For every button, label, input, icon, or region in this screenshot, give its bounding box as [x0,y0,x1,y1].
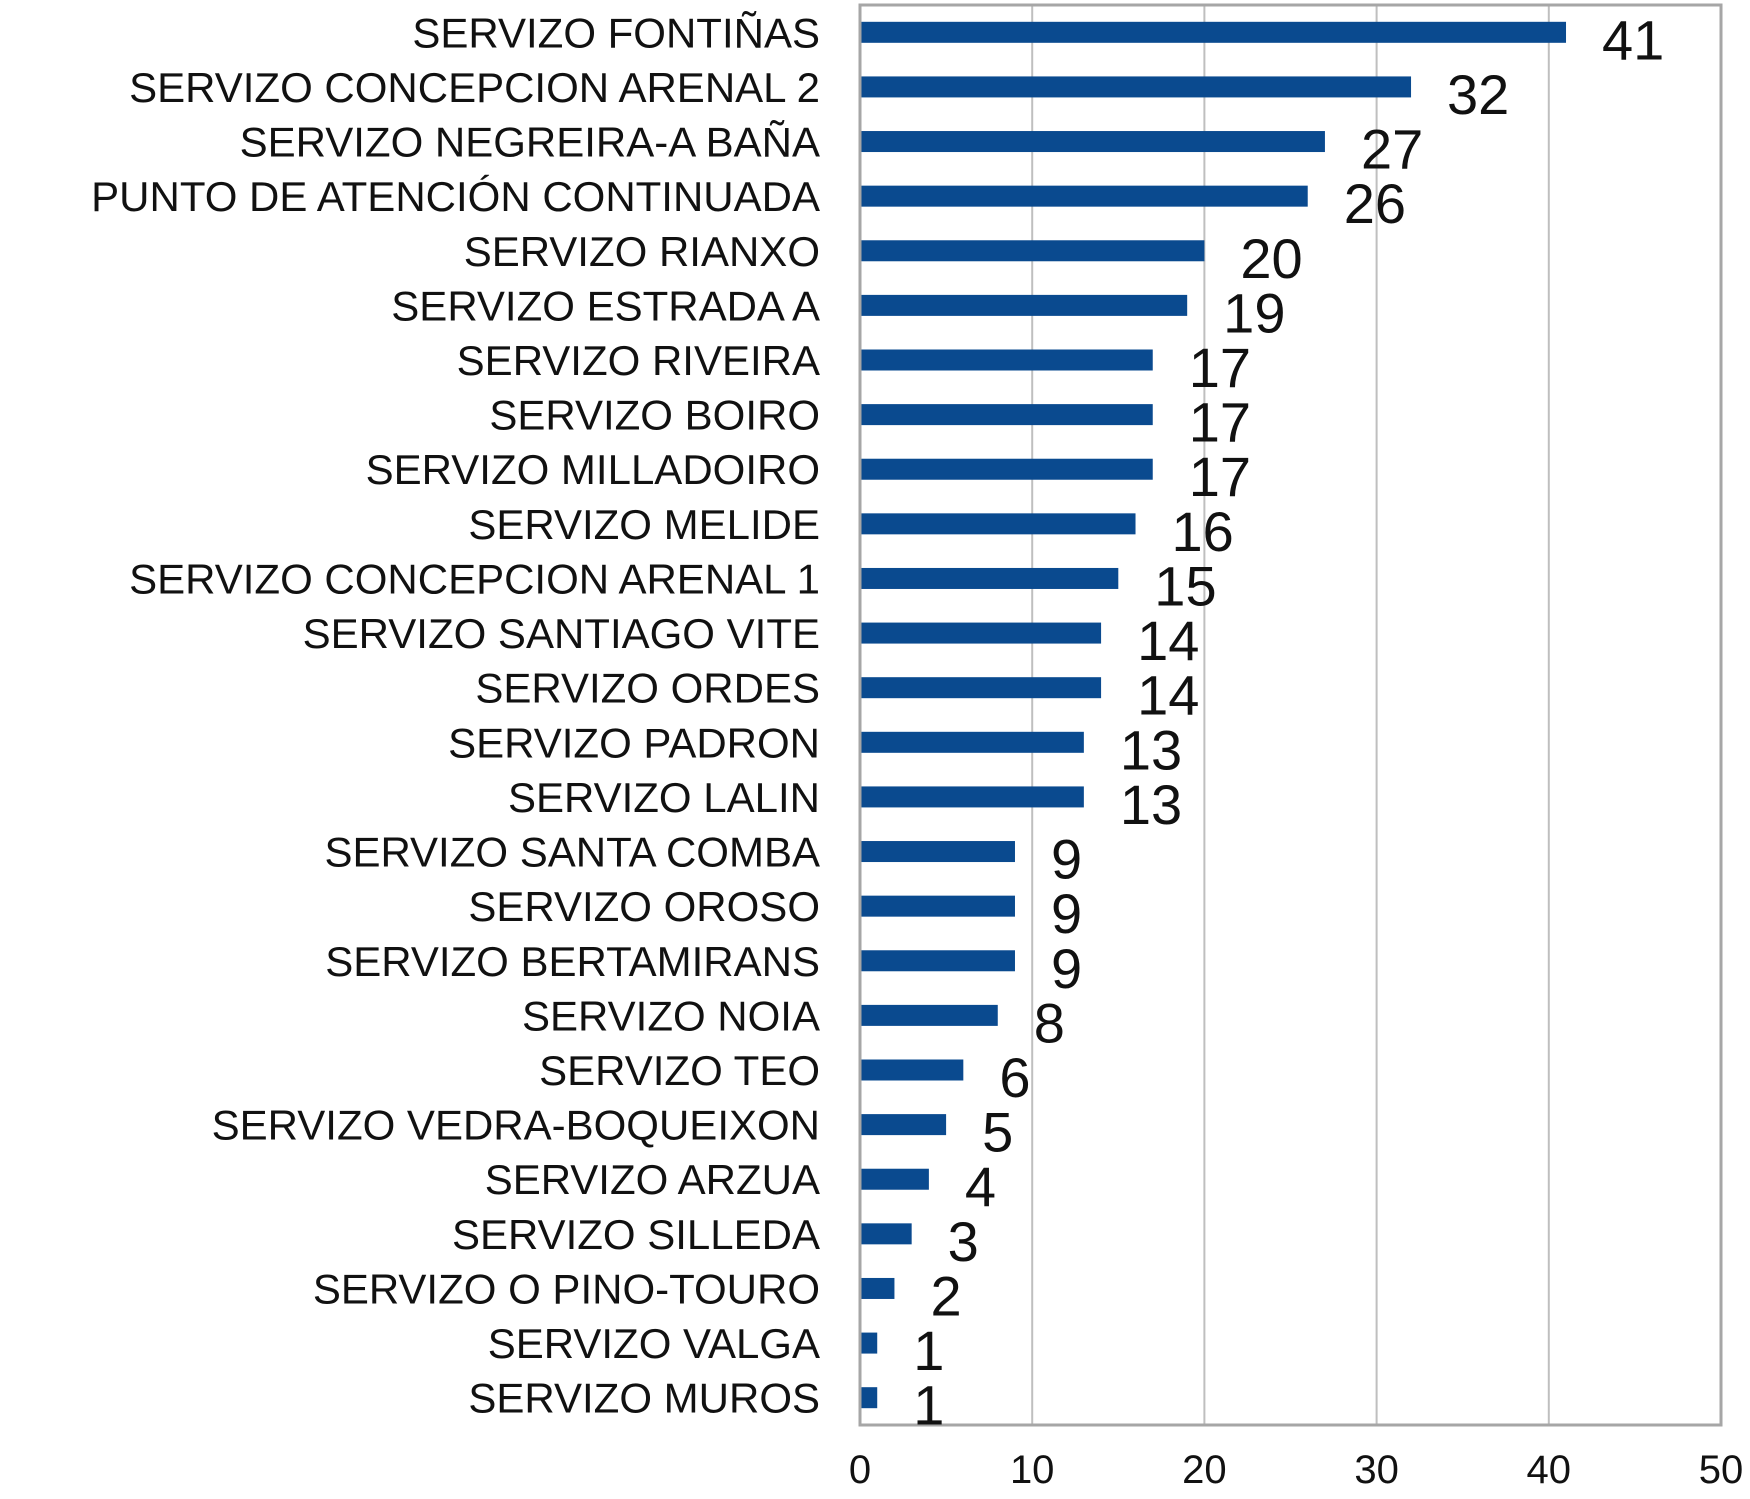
category-label-7: SERVIZO BOIRO [489,392,820,439]
category-label-24: SERVIZO VALGA [488,1320,820,1367]
category-label-15: SERVIZO SANTA COMBA [324,829,820,876]
bar-6 [860,349,1153,371]
bar-21 [860,1168,929,1190]
value-label-5: 19 [1223,281,1285,344]
value-label-19: 6 [999,1046,1030,1109]
grid-lines [1031,5,1550,1425]
category-label-11: SERVIZO SANTIAGO VITE [303,610,820,657]
bars [860,21,1567,1409]
value-label-8: 17 [1189,445,1251,508]
bar-17 [860,950,1015,972]
category-label-2: SERVIZO NEGREIRA-A BAÑA [240,119,820,166]
bar-24 [860,1332,878,1354]
category-label-18: SERVIZO NOIA [522,992,820,1039]
category-label-10: SERVIZO CONCEPCION ARENAL 1 [129,555,820,602]
category-label-6: SERVIZO RIVEIRA [457,337,820,384]
value-label-14: 13 [1120,773,1182,836]
value-label-17: 9 [1051,937,1082,1000]
value-label-1: 32 [1447,63,1509,126]
value-label-24: 1 [913,1319,944,1382]
x-tick-label-3: 30 [1354,1448,1399,1492]
value-label-7: 17 [1189,391,1251,454]
category-label-3: PUNTO DE ATENCIÓN CONTINUADA [91,173,820,220]
bar-11 [860,622,1102,644]
x-tick-label-2: 20 [1182,1448,1227,1492]
category-label-17: SERVIZO BERTAMIRANS [325,938,820,985]
bar-3 [860,185,1308,207]
bar-12 [860,677,1102,699]
x-tick-label-0: 0 [849,1448,871,1492]
category-label-4: SERVIZO RIANXO [464,228,820,275]
category-label-1: SERVIZO CONCEPCION ARENAL 2 [129,64,820,111]
value-label-9: 16 [1172,500,1234,563]
bar-1 [860,76,1412,98]
bar-8 [860,458,1153,480]
value-label-20: 5 [982,1101,1013,1164]
category-label-14: SERVIZO LALIN [508,774,820,821]
category-label-16: SERVIZO OROSO [468,883,820,930]
x-tick-label-1: 10 [1010,1448,1055,1492]
bar-23 [860,1277,895,1299]
category-label-19: SERVIZO TEO [539,1047,820,1094]
bar-7 [860,404,1153,426]
category-label-22: SERVIZO SILLEDA [452,1211,820,1258]
value-label-10: 15 [1154,554,1216,617]
value-label-4: 20 [1240,227,1302,290]
bar-22 [860,1223,912,1245]
category-label-21: SERVIZO ARZUA [485,1156,820,1203]
category-label-23: SERVIZO O PINO-TOURO [313,1265,820,1312]
bar-2 [860,131,1325,153]
category-label-20: SERVIZO VEDRA-BOQUEIXON [212,1102,820,1149]
bar-19 [860,1059,964,1081]
x-tick-label-4: 40 [1527,1448,1572,1492]
plot-frame [858,3,1723,1427]
value-label-12: 14 [1137,664,1199,727]
plot-border [858,3,1723,1427]
bar-15 [860,841,1015,863]
category-labels: SERVIZO FONTIÑAS SERVIZO CONCEPCION ARENA… [91,9,820,1421]
bar-10 [860,567,1119,589]
bar-18 [860,1004,998,1026]
value-labels: 4132272620191717171615141413139998654321… [913,8,1664,1436]
value-label-6: 17 [1189,336,1251,399]
bar-0 [860,21,1567,43]
value-label-11: 14 [1137,609,1199,672]
category-label-5: SERVIZO ESTRADA A [391,282,820,329]
value-label-23: 2 [930,1264,961,1327]
bar-16 [860,895,1015,917]
value-label-18: 8 [1034,991,1065,1054]
value-label-25: 1 [913,1374,944,1437]
value-label-0: 41 [1602,8,1664,71]
value-label-3: 26 [1344,172,1406,235]
category-label-8: SERVIZO MILLADOIRO [366,446,820,493]
bar-9 [860,513,1136,535]
bar-5 [860,294,1188,316]
category-label-9: SERVIZO MELIDE [468,501,820,548]
category-label-25: SERVIZO MUROS [468,1375,820,1422]
category-label-13: SERVIZO PADRON [448,719,820,766]
bar-14 [860,786,1084,808]
bar-20 [860,1114,947,1136]
category-label-0: SERVIZO FONTIÑAS [412,9,820,56]
value-label-13: 13 [1120,718,1182,781]
value-label-22: 3 [948,1210,979,1273]
value-label-15: 9 [1051,828,1082,891]
x-tick-label-5: 50 [1699,1448,1744,1492]
bar-4 [860,240,1205,262]
value-label-16: 9 [1051,882,1082,945]
category-label-12: SERVIZO ORDES [475,665,820,712]
x-tick-labels: 0 10 20 30 40 50 [849,1448,1743,1492]
value-label-2: 27 [1361,118,1423,181]
bar-25 [860,1387,878,1409]
value-label-21: 4 [965,1155,996,1218]
bar-13 [860,731,1084,753]
